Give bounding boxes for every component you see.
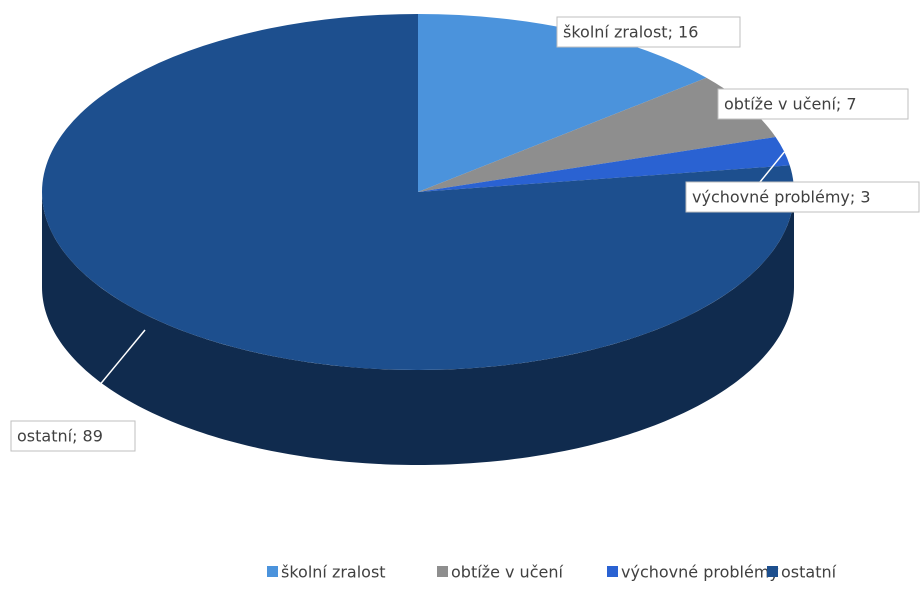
legend-swatch: [767, 566, 778, 577]
legend-label: ostatní: [781, 563, 837, 582]
slice-side: [42, 192, 794, 465]
slice: [41, 14, 794, 370]
legend-swatch: [437, 566, 448, 577]
legend-label: výchovné problémy: [621, 563, 779, 582]
legend-swatch: [607, 566, 618, 577]
slice: [418, 14, 707, 192]
legend-label: školní zralost: [281, 563, 386, 582]
label-box: [10, 420, 136, 452]
label-box: [556, 16, 741, 48]
data-label: výchovné problémy; 3: [692, 188, 871, 207]
label-box: [685, 181, 920, 213]
slice: [418, 136, 790, 192]
leader-line: [759, 151, 785, 183]
data-label: školní zralost; 16: [563, 23, 698, 42]
legend-swatch: [267, 566, 278, 577]
slice: [418, 77, 776, 192]
data-label: obtíže v učení; 7: [724, 95, 857, 114]
legend-label: obtíže v učení: [451, 563, 563, 582]
label-box: [717, 88, 909, 120]
leader-line: [69, 329, 146, 422]
data-label: ostatní; 89: [17, 427, 103, 446]
